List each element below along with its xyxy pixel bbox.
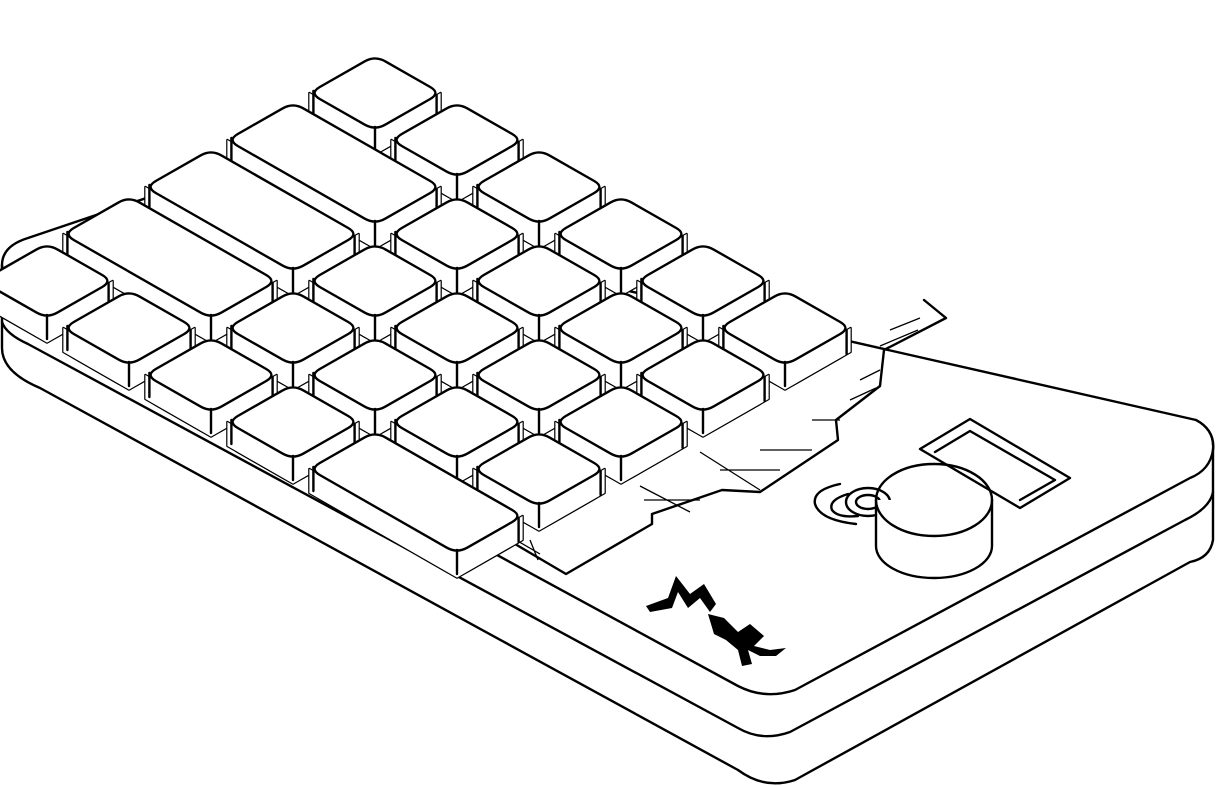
keycap-top [149, 151, 355, 270]
keycap-top [313, 433, 519, 552]
keycap[interactable] [554, 386, 688, 485]
keycap-top [313, 245, 437, 317]
keycap[interactable] [62, 292, 196, 391]
mx-logo-icon [646, 576, 786, 666]
keycap-top [477, 245, 601, 317]
keycap-top [477, 433, 601, 505]
rotary-knob[interactable] [874, 462, 994, 580]
keycap-top [231, 386, 355, 458]
keycap-top [559, 386, 683, 458]
keycap-top [67, 292, 191, 364]
keycap-edges [312, 465, 520, 576]
keycap-edges [722, 324, 848, 388]
keycap-top [477, 151, 601, 223]
keycap[interactable] [144, 151, 360, 297]
keycap[interactable] [308, 433, 524, 579]
keycap[interactable] [144, 339, 278, 438]
keycaps [0, 57, 852, 579]
keycap-top [0, 245, 109, 317]
keycap-edges [476, 465, 602, 529]
keycap-edges [640, 371, 766, 435]
oled-display-window [918, 417, 1072, 510]
keycap-top [231, 104, 437, 223]
keycap-top [477, 339, 601, 411]
keycap-top [149, 339, 273, 411]
keycap-top [641, 245, 765, 317]
keycap-edges [558, 418, 684, 482]
keycap-top [313, 339, 437, 411]
keycap[interactable] [0, 245, 114, 344]
keycap[interactable] [226, 104, 442, 250]
keycap-top [641, 339, 765, 411]
keycap-top [231, 292, 355, 364]
keycap-top [559, 292, 683, 364]
keycap-top [723, 292, 847, 364]
keycap-top [559, 198, 683, 270]
keycap-top [395, 104, 519, 176]
keycap-top [395, 292, 519, 364]
keycap-top [395, 386, 519, 458]
keycap-top [313, 57, 437, 129]
keycap-top [67, 198, 273, 317]
keycap-top [395, 198, 519, 270]
